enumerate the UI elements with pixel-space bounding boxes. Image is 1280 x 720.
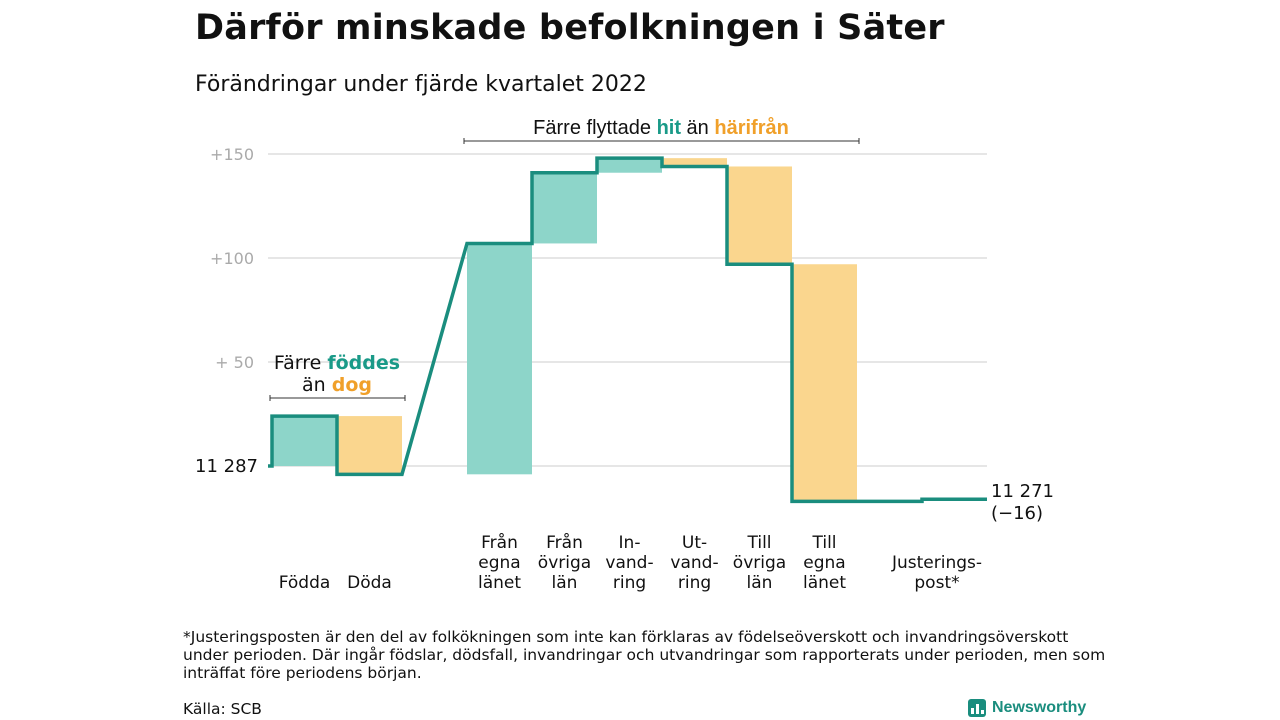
newsworthy-logo: Newsworthy [968, 697, 1086, 719]
waterfall-chart: + 50 +100 +150 11 287 11 271(−16) Födda Döda Fr… [195, 116, 1054, 593]
category-label: länet [803, 573, 846, 593]
moves-bracket [463, 138, 860, 144]
bar-4 [532, 172, 597, 244]
newsworthy-logo-icon [968, 699, 986, 717]
end-change-label: (−16) [991, 503, 1043, 524]
moves-annotation: Färre flyttade hit än härifrån [533, 116, 789, 139]
births-annotation-line1: Färre föddes [274, 352, 400, 374]
category-label: Från [546, 532, 583, 553]
end-value-label: 11 271 [991, 481, 1054, 502]
category-label: ring [613, 573, 646, 593]
category-label: län [552, 573, 578, 593]
category-label: vand- [605, 553, 653, 573]
y-tick-label: + 50 [215, 353, 254, 372]
category-label: länet [478, 573, 521, 593]
y-tick-label: +100 [210, 249, 254, 268]
category-label: post* [914, 573, 959, 593]
category-label: vand- [670, 553, 718, 573]
category-label: övriga [733, 553, 786, 573]
births-annotation-line2: än dog [302, 374, 372, 396]
category-label: Döda [347, 573, 392, 593]
waterfall-step-line [268, 156, 987, 504]
category-label: Från [481, 532, 518, 553]
bar-8 [792, 264, 857, 502]
y-tick-label: +150 [210, 145, 254, 164]
chart-subtitle: Förändringar under fjärde kvartalet 2022 [195, 72, 647, 97]
bar-6 [662, 158, 727, 167]
bar-7 [727, 166, 792, 265]
chart-title: Därför minskade befolkningen i Säter [195, 8, 945, 48]
category-label: egna [478, 553, 520, 573]
bar-5 [597, 158, 662, 173]
births-bracket [269, 395, 406, 401]
category-label: ring [678, 573, 711, 593]
bar-2 [337, 416, 402, 475]
newsworthy-logo-text: Newsworthy [992, 699, 1087, 716]
category-label: Till [746, 533, 771, 553]
source-label: Källa: SCB [183, 700, 262, 718]
bar-3 [467, 243, 532, 475]
category-label: Justerings- [891, 553, 982, 573]
category-label: övriga [538, 553, 591, 573]
category-label: Till [811, 533, 836, 553]
category-label: Ut- [682, 533, 707, 553]
footnote: *Justeringsposten är den del av folkökni… [183, 628, 1106, 682]
category-label: In- [619, 533, 641, 553]
category-label: egna [803, 553, 845, 573]
bar-1 [272, 416, 337, 466]
start-value-label: 11 287 [195, 456, 258, 477]
category-label: Födda [279, 573, 331, 593]
category-label: län [747, 573, 773, 593]
